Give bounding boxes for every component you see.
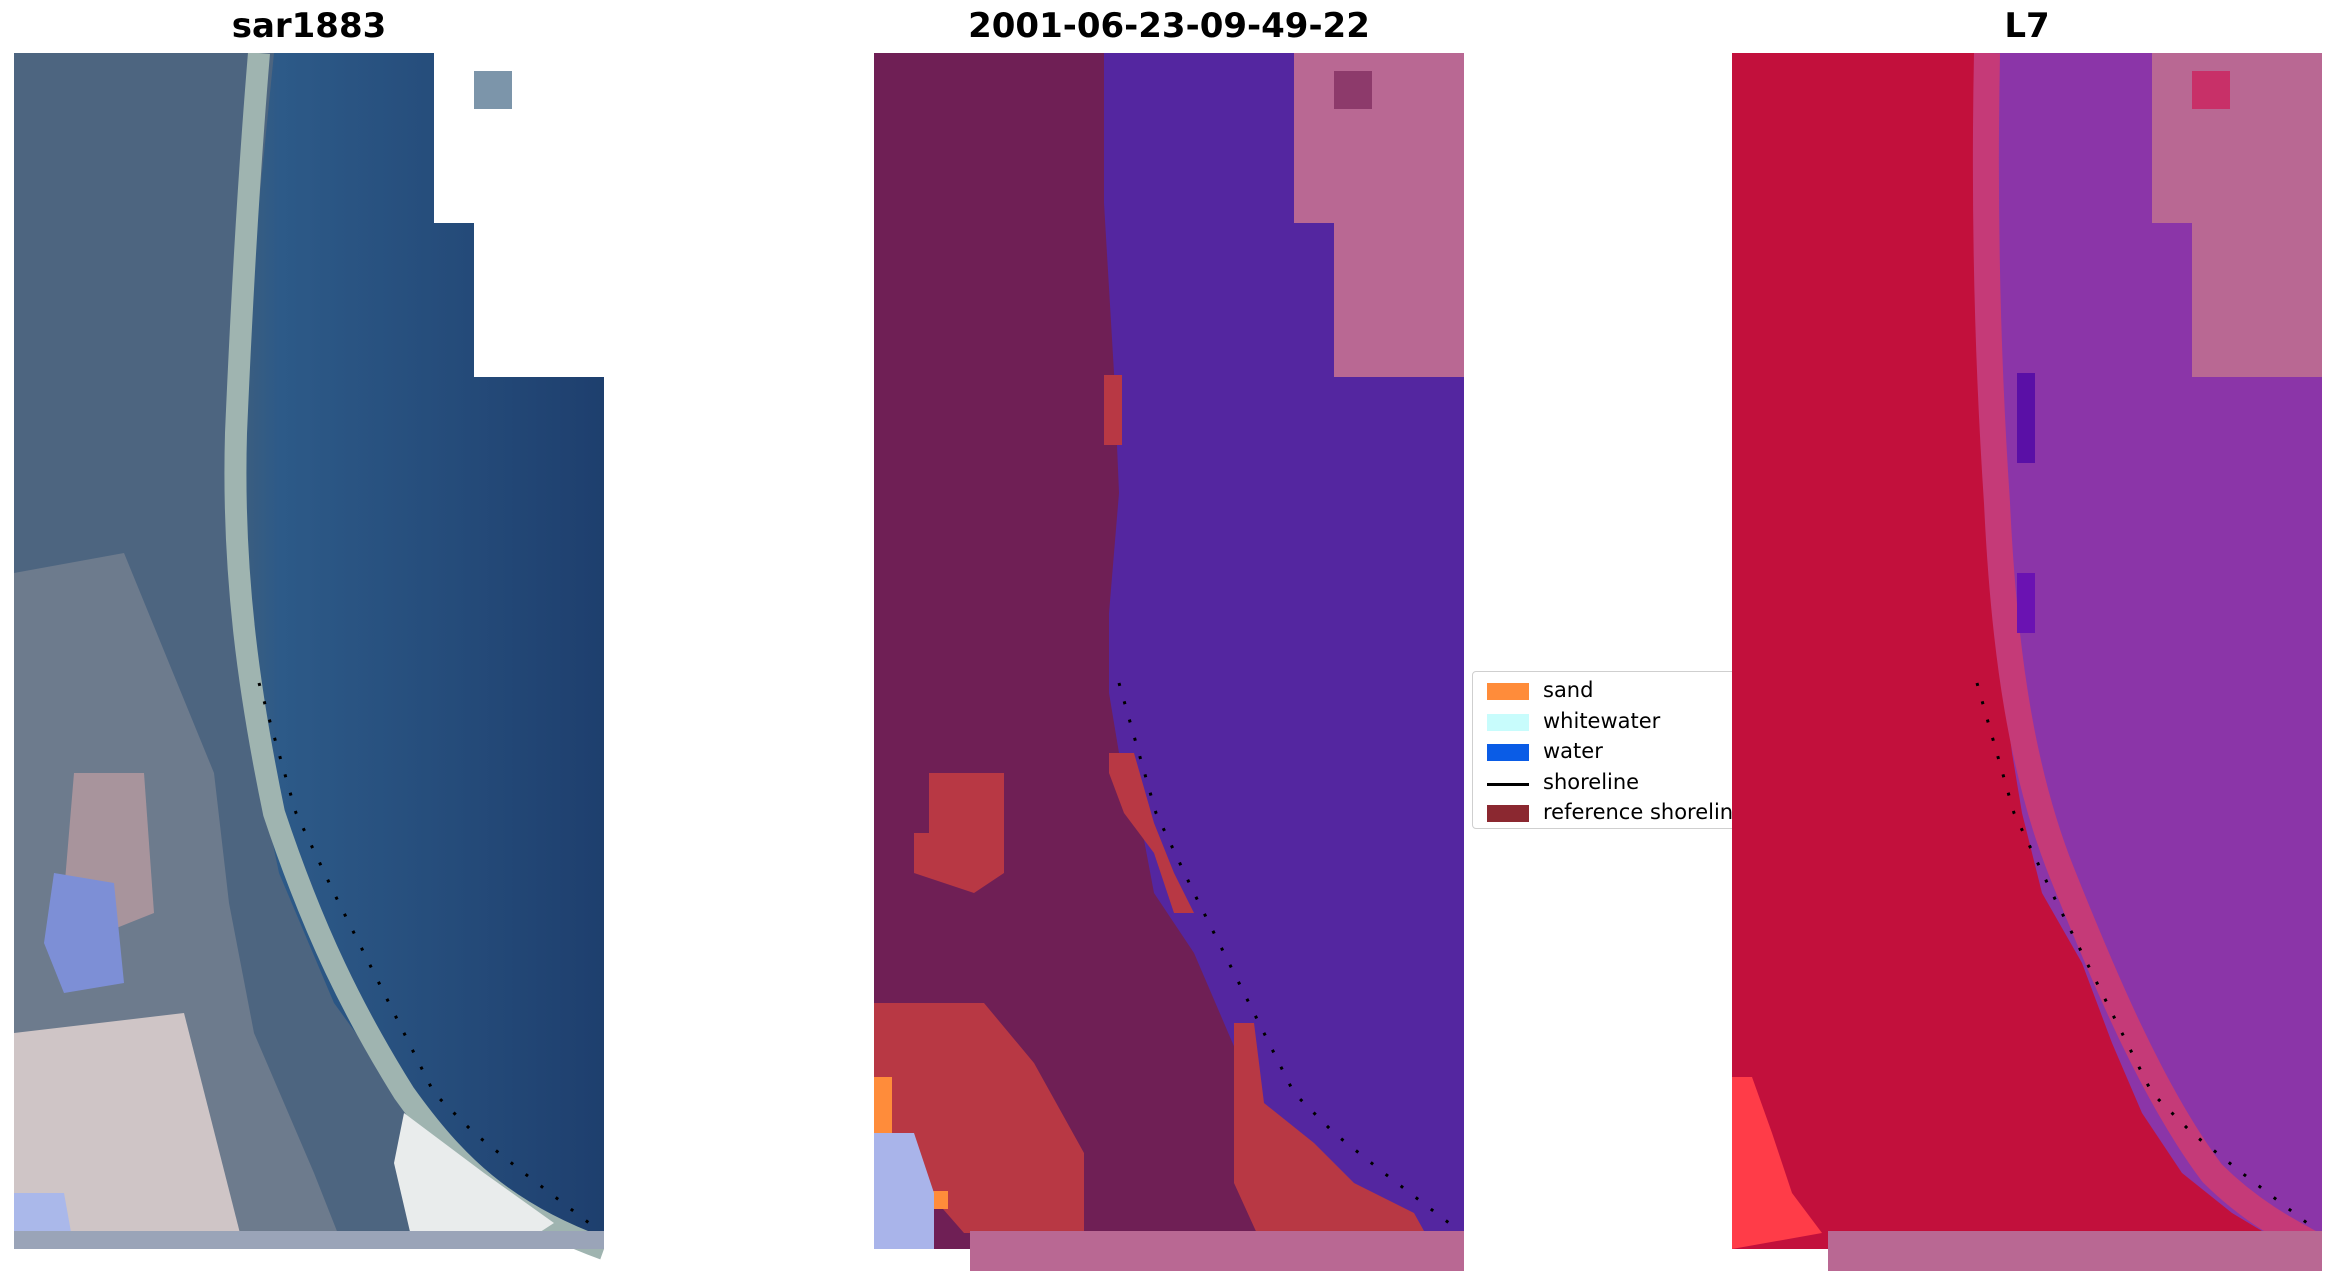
class-sand-orange <box>930 1191 948 1209</box>
l7-dark-pixels <box>2017 373 2035 463</box>
rgb-image-panel <box>14 53 604 1271</box>
class-sand-patch <box>1104 375 1122 445</box>
class-sand-patch <box>914 773 1004 893</box>
classified-image <box>874 53 1464 1271</box>
panel-title-false-color: L7 <box>2004 6 2050 46</box>
legend-label: reference shoreline <box>1543 800 1747 824</box>
l7-nodata-strip <box>1828 1231 2322 1271</box>
l7-pixel <box>2192 71 2230 109</box>
legend-swatch-reference-shoreline <box>1487 805 1529 822</box>
false-color-image-panel <box>1732 53 2322 1271</box>
panel-title-rgb: sar1883 <box>231 6 387 46</box>
legend-item-reference-shoreline: reference shoreline <box>1479 798 1761 828</box>
false-color-image <box>1732 53 2322 1271</box>
legend-line-shoreline <box>1487 782 1529 786</box>
legend-item-shoreline: shoreline <box>1479 768 1761 799</box>
rgb-bright-patch <box>14 1013 244 1249</box>
legend-swatch-whitewater <box>1487 713 1529 731</box>
legend-label: shoreline <box>1543 769 1640 794</box>
legend-item-water: water <box>1479 737 1761 768</box>
l7-bright-corner <box>1732 1077 1822 1249</box>
class-sand-patch <box>1109 753 1194 913</box>
legend-label: sand <box>1543 678 1594 702</box>
rgb-bottom-strip <box>14 1231 604 1249</box>
class-pixel <box>1334 71 1372 109</box>
rgb-beach-line <box>224 53 604 1260</box>
classified-image-panel <box>874 53 1464 1271</box>
class-blue-corner <box>874 1133 934 1249</box>
rgb-pixel <box>474 71 512 109</box>
legend-swatch-sand <box>1487 683 1529 700</box>
legend-label: whitewater <box>1543 708 1661 733</box>
legend-swatch-water <box>1487 744 1529 761</box>
class-nodata-strip <box>970 1231 1464 1271</box>
class-sand-orange <box>874 1077 892 1133</box>
legend: sand whitewater water shoreline referenc… <box>1472 671 1762 829</box>
rgb-image <box>14 53 604 1260</box>
class-sand-patch <box>1234 1023 1434 1249</box>
rgb-whitewater <box>394 1113 554 1249</box>
legend-label: water <box>1543 739 1603 763</box>
l7-transition <box>1972 53 2322 1261</box>
panel-title-classified: 2001-06-23-09-49-22 <box>968 6 1370 46</box>
rgb-blue-patch <box>44 873 124 993</box>
l7-nodata-area <box>2152 53 2322 377</box>
legend-item-sand: sand <box>1479 676 1761 707</box>
l7-dark-pixels <box>2017 573 2035 633</box>
class-nodata-area <box>1294 53 1464 377</box>
legend-item-whitewater: whitewater <box>1479 707 1761 738</box>
rgb-nodata-area <box>434 53 604 377</box>
